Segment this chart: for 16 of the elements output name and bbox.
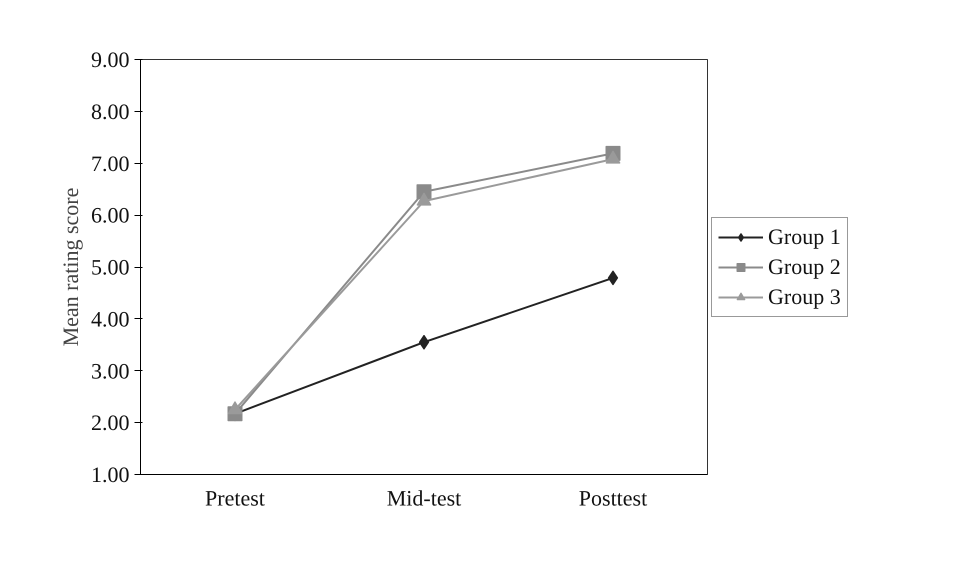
x-tick-label: Mid-test	[386, 486, 462, 510]
y-tick-label: 9.00	[91, 47, 130, 72]
legend-label: Group 2	[768, 254, 841, 280]
legend-label: Group 1	[768, 224, 841, 250]
y-tick-label: 8.00	[91, 98, 130, 124]
y-tick-label: 1.00	[91, 462, 130, 487]
y-tick-label: 2.00	[91, 410, 130, 436]
y-tick-label: 5.00	[91, 254, 130, 280]
y-tick-label: 7.00	[91, 150, 130, 176]
y-tick-label: 6.00	[91, 202, 130, 228]
y-tick-label: 3.00	[91, 358, 130, 384]
y-axis-title: Mean rating score	[58, 188, 83, 346]
x-tick-label: Posttest	[578, 486, 648, 510]
x-tick-label: Pretest	[205, 486, 265, 510]
legend-label: Group 3	[768, 284, 841, 310]
y-tick-label: 4.00	[91, 306, 130, 332]
